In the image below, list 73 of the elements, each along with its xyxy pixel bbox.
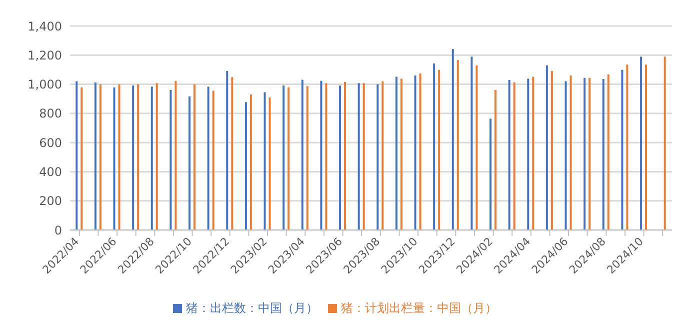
legend-label: 猪：出栏数：中国（月） xyxy=(186,301,318,315)
bar xyxy=(150,86,153,230)
bar xyxy=(264,92,266,230)
bar xyxy=(626,64,628,230)
bar xyxy=(231,77,234,230)
bar xyxy=(362,83,365,230)
bar xyxy=(546,65,548,230)
y-tick-label: 0 xyxy=(54,223,62,238)
bar xyxy=(339,85,342,230)
bar xyxy=(414,76,416,230)
bar xyxy=(664,56,666,230)
bar xyxy=(490,118,492,230)
y-tick-label: 200 xyxy=(39,194,62,208)
bar xyxy=(170,90,172,230)
bar xyxy=(400,78,402,230)
bar xyxy=(325,83,328,230)
y-tick-label: 1,400 xyxy=(28,19,62,34)
bar xyxy=(419,73,422,230)
bar xyxy=(476,65,478,230)
legend-label: 猪：计划出栏量：中国（月） xyxy=(341,301,497,315)
bar xyxy=(382,81,384,230)
bar xyxy=(288,87,290,230)
bar xyxy=(470,56,473,230)
y-tick-label: 800 xyxy=(39,106,62,121)
bar xyxy=(306,86,308,230)
bar xyxy=(99,84,102,230)
bar xyxy=(301,80,304,230)
bar xyxy=(607,74,610,230)
bar xyxy=(532,76,534,230)
bar xyxy=(113,87,116,230)
bar xyxy=(438,70,440,230)
bar xyxy=(433,63,436,230)
y-tick-label: 600 xyxy=(39,136,62,150)
bar xyxy=(76,81,78,230)
bar xyxy=(602,79,604,230)
bar xyxy=(282,85,285,230)
bar xyxy=(358,83,360,230)
bar xyxy=(508,80,510,230)
y-tick-label: 1,200 xyxy=(28,48,62,62)
bar xyxy=(456,60,459,230)
bar xyxy=(226,71,228,230)
bar xyxy=(137,84,140,230)
bar xyxy=(588,78,591,230)
bar xyxy=(250,94,252,230)
bar xyxy=(640,56,642,230)
bar xyxy=(194,84,196,230)
bar xyxy=(584,78,586,230)
bar xyxy=(376,84,379,230)
bar xyxy=(550,71,553,230)
bar xyxy=(156,83,158,230)
bar xyxy=(564,81,567,230)
bar xyxy=(188,96,191,230)
bar xyxy=(621,70,624,230)
bar xyxy=(207,86,210,230)
bar xyxy=(645,64,648,230)
bar xyxy=(344,82,346,230)
bar xyxy=(174,80,177,230)
bar xyxy=(212,90,214,230)
bar xyxy=(395,76,398,230)
y-tick-label: 1,000 xyxy=(28,78,62,92)
bar xyxy=(494,90,497,230)
bar xyxy=(132,85,134,230)
bar xyxy=(320,80,322,230)
bar xyxy=(513,82,516,230)
bar xyxy=(527,78,530,230)
y-tick-label: 400 xyxy=(39,164,62,179)
bar xyxy=(94,82,96,230)
bar xyxy=(118,84,120,230)
bar xyxy=(268,98,271,230)
bar xyxy=(570,76,572,230)
bar xyxy=(244,102,247,230)
bar xyxy=(452,49,454,230)
bar xyxy=(80,87,83,230)
